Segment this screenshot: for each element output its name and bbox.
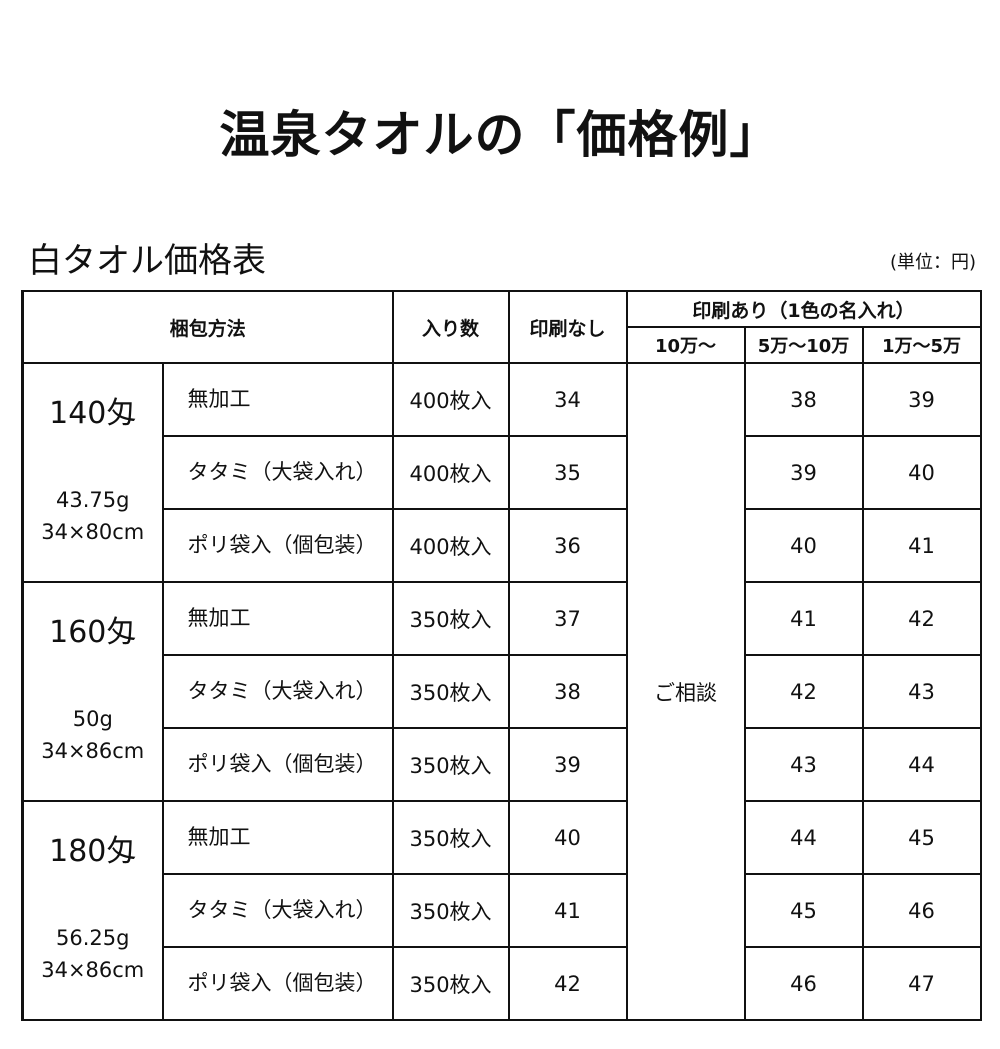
- price-50k-100k: 46: [743, 946, 864, 1021]
- unit-note: (単位：円): [889, 252, 976, 273]
- header-tier-50k-100k: 5万〜10万: [743, 326, 864, 364]
- packing-method-label: 無加工: [187, 605, 251, 630]
- pack-count: 350枚入: [391, 581, 510, 656]
- packing-method: タタミ（大袋入れ）: [161, 873, 394, 948]
- packing-method: 無加工: [161, 581, 394, 656]
- price-10k-50k: 41: [861, 508, 982, 583]
- grade-cell: 140匁 43.75g 34×80cm: [21, 362, 164, 583]
- price-50k-100k: 45: [743, 873, 864, 948]
- price-10k-50k: 47: [861, 946, 982, 1021]
- table-row: 180匁 56.25g 34×86cm 無加工 350枚入 40 44 45: [21, 800, 982, 1021]
- price-50k-100k: 41: [743, 581, 864, 656]
- price-50k-100k: 43: [743, 727, 864, 802]
- price-no-print: 37: [507, 581, 628, 656]
- price-table: 梱包方法 入り数 印刷なし 印刷あり（1色の名入れ） 10万〜 5万〜10万 1…: [20, 290, 982, 1021]
- packing-method-label: タタミ（大袋入れ）: [187, 678, 377, 703]
- consult-cell: ご相談: [625, 362, 746, 1021]
- pack-count: 350枚入: [391, 946, 510, 1021]
- price-50k-100k: 42: [743, 654, 864, 729]
- packing-method-label: 無加工: [187, 386, 251, 411]
- header-count: 入り数: [391, 290, 510, 364]
- table-row: ポリ袋入（個包装） 400枚入 36 40 41: [23, 508, 982, 583]
- grade-size: 34×80cm: [41, 520, 145, 544]
- price-no-print: 40: [507, 800, 628, 875]
- grade-name: 160匁: [49, 615, 137, 650]
- packing-method: ポリ袋入（個包装）: [161, 727, 394, 802]
- table-row: 140匁 43.75g 34×80cm 無加工 400枚入 34 ご相談 38 …: [21, 362, 982, 1021]
- header-tier-100k: 10万〜: [625, 326, 746, 364]
- price-no-print: 36: [507, 508, 628, 583]
- grade-size: 34×86cm: [41, 739, 145, 763]
- grade-weight: 50g: [72, 707, 113, 731]
- header-tier-10k-50k: 1万〜5万: [861, 326, 982, 364]
- header-row: 梱包方法 入り数 印刷なし 印刷あり（1色の名入れ）: [20, 290, 982, 364]
- packing-method-label: 無加工: [187, 824, 251, 849]
- price-10k-50k: 46: [861, 873, 982, 948]
- price-50k-100k: 39: [743, 435, 864, 510]
- table-title: 白タオル価格表: [28, 241, 266, 281]
- table-row: ポリ袋入（個包装） 350枚入 42 46 47: [23, 946, 982, 1021]
- header-print-group: 印刷あり（1色の名入れ）: [625, 290, 982, 328]
- pack-count: 350枚入: [391, 727, 510, 802]
- price-no-print: 35: [507, 435, 628, 510]
- grade-weight: 43.75g: [56, 488, 130, 512]
- price-50k-100k: 38: [743, 362, 864, 437]
- price-no-print: 39: [507, 727, 628, 802]
- price-10k-50k: 45: [861, 800, 982, 875]
- header-tier-row: 10万〜 5万〜10万 1万〜5万: [23, 326, 982, 364]
- price-10k-50k: 44: [861, 727, 982, 802]
- packing-method: ポリ袋入（個包装）: [161, 946, 394, 1021]
- packing-method: タタミ（大袋入れ）: [161, 435, 394, 510]
- pack-count: 350枚入: [391, 873, 510, 948]
- packing-method: ポリ袋入（個包装）: [161, 508, 394, 583]
- table-row: タタミ（大袋入れ） 350枚入 38 42 43: [23, 654, 982, 729]
- packing-method: 無加工: [161, 362, 394, 437]
- table-row: タタミ（大袋入れ） 350枚入 41 45 46: [23, 873, 982, 948]
- table-row: ポリ袋入（個包装） 350枚入 39 43 44: [23, 727, 982, 802]
- packing-method: 無加工: [161, 800, 394, 875]
- grade-cell: 160匁 50g 34×86cm: [21, 581, 164, 802]
- table-row: タタミ（大袋入れ） 400枚入 35 39 40: [23, 435, 982, 510]
- grade-weight: 56.25g: [56, 926, 130, 950]
- packing-method-label: タタミ（大袋入れ）: [187, 459, 377, 484]
- price-no-print: 34: [507, 362, 628, 437]
- price-50k-100k: 44: [743, 800, 864, 875]
- price-no-print: 42: [507, 946, 628, 1021]
- header-no-print: 印刷なし: [507, 290, 628, 364]
- header-method: 梱包方法: [20, 290, 394, 364]
- price-no-print: 38: [507, 654, 628, 729]
- price-10k-50k: 42: [861, 581, 982, 656]
- price-no-print: 41: [507, 873, 628, 948]
- pack-count: 400枚入: [391, 435, 510, 510]
- table-row: 160匁 50g 34×86cm 無加工 350枚入 37 41 42: [21, 581, 982, 802]
- page-title: 温泉タオルの「価格例」: [219, 106, 781, 164]
- packing-method: タタミ（大袋入れ）: [161, 654, 394, 729]
- grade-size: 34×86cm: [41, 958, 145, 982]
- packing-method-label: ポリ袋入（個包装）: [187, 532, 377, 557]
- price-50k-100k: 40: [743, 508, 864, 583]
- price-10k-50k: 43: [861, 654, 982, 729]
- pack-count: 350枚入: [391, 654, 510, 729]
- pack-count: 350枚入: [391, 800, 510, 875]
- pack-count: 400枚入: [391, 362, 510, 437]
- price-10k-50k: 39: [861, 362, 982, 437]
- price-10k-50k: 40: [861, 435, 982, 510]
- grade-name: 140匁: [49, 396, 137, 431]
- grade-cell: 180匁 56.25g 34×86cm: [21, 800, 164, 1021]
- pack-count: 400枚入: [391, 508, 510, 583]
- packing-method-label: ポリ袋入（個包装）: [187, 751, 377, 776]
- grade-name: 180匁: [49, 834, 137, 869]
- packing-method-label: ポリ袋入（個包装）: [187, 970, 377, 995]
- packing-method-label: タタミ（大袋入れ）: [187, 897, 377, 922]
